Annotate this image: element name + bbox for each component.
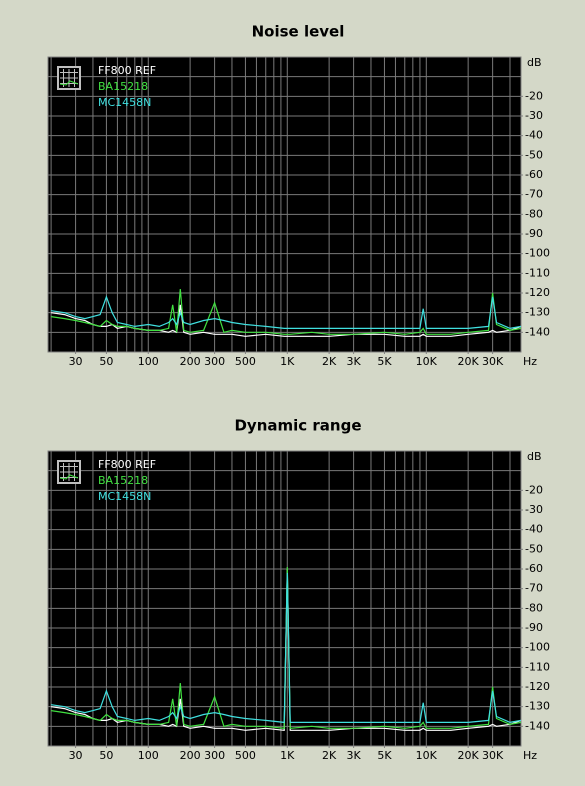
y-tick-label: -70	[525, 582, 543, 595]
y-tick-label: -110	[525, 266, 550, 279]
legend-label: FF800 REF	[98, 64, 156, 77]
x-tick-label: 300	[204, 355, 225, 368]
chart-title: Dynamic range	[234, 417, 361, 435]
series-line	[51, 289, 522, 335]
x-tick-label: 30	[69, 355, 83, 368]
x-tick-label: 100	[138, 355, 159, 368]
y-tick-label: -140	[525, 325, 550, 338]
x-tick-label: 500	[235, 355, 256, 368]
y-tick-label: -20	[525, 89, 543, 102]
x-tick-label: 30K	[482, 355, 504, 368]
y-tick-label: -20	[525, 483, 543, 496]
x-tick-label: 500	[235, 749, 256, 762]
legend-label: BA15218	[98, 80, 148, 93]
x-tick-label: 10K	[416, 355, 438, 368]
x-tick-label: 5K	[377, 355, 392, 368]
y-tick-label: -90	[525, 621, 543, 634]
y-tick-label: -80	[525, 601, 543, 614]
x-unit: Hz	[523, 749, 537, 762]
series-line	[51, 295, 522, 330]
legend: FF800 REF BA15218 MC1458N	[57, 458, 156, 503]
legend-label: FF800 REF	[98, 458, 156, 471]
y-unit: dB	[527, 56, 542, 69]
y-tick-label: -60	[525, 562, 543, 575]
y-tick-label: -110	[525, 660, 550, 673]
y-tick-label: -100	[525, 641, 550, 654]
x-tick-label: 100	[138, 749, 159, 762]
legend-icon-trace	[59, 474, 79, 480]
x-tick-label: 2K	[322, 355, 337, 368]
legend-label: MC1458N	[98, 490, 151, 503]
legend-label: BA15218	[98, 474, 148, 487]
x-tick-label: 50	[99, 749, 113, 762]
legend: FF800 REF BA15218 MC1458N	[57, 64, 156, 109]
y-tick-label: -40	[525, 523, 543, 536]
y-tick-label: -120	[525, 286, 550, 299]
x-tick-label: 200	[180, 749, 201, 762]
series-line	[51, 572, 522, 724]
y-tick-label: -130	[525, 700, 550, 713]
x-unit: Hz	[523, 355, 537, 368]
x-tick-label: 10K	[416, 749, 438, 762]
y-tick-label: -90	[525, 227, 543, 240]
legend-icon-trace	[59, 80, 79, 86]
y-tick-label: -70	[525, 188, 543, 201]
chart-title: Noise level	[252, 23, 345, 41]
x-tick-label: 50	[99, 355, 113, 368]
y-tick-label: -30	[525, 109, 543, 122]
legend-label: MC1458N	[98, 96, 151, 109]
x-tick-label: 5K	[377, 749, 392, 762]
y-tick-label: -140	[525, 719, 550, 732]
y-tick-label: -120	[525, 680, 550, 693]
x-tick-label: 2K	[322, 749, 337, 762]
y-tick-label: -130	[525, 306, 550, 319]
x-tick-label: 20K	[458, 355, 480, 368]
x-tick-label: 1K	[280, 749, 295, 762]
x-tick-label: 30	[69, 749, 83, 762]
y-tick-label: -50	[525, 148, 543, 161]
y-tick-label: -80	[525, 207, 543, 220]
x-tick-label: 30K	[482, 749, 504, 762]
x-tick-label: 300	[204, 749, 225, 762]
y-tick-label: -100	[525, 247, 550, 260]
x-tick-label: 1K	[280, 355, 295, 368]
y-tick-label: -60	[525, 168, 543, 181]
x-tick-label: 200	[180, 355, 201, 368]
y-unit: dB	[527, 450, 542, 463]
y-tick-label: -40	[525, 129, 543, 142]
y-tick-label: -50	[525, 542, 543, 555]
y-tick-label: -30	[525, 503, 543, 516]
x-tick-label: 20K	[458, 749, 480, 762]
series-line	[51, 566, 522, 729]
x-tick-label: 3K	[346, 749, 361, 762]
x-tick-label: 3K	[346, 355, 361, 368]
